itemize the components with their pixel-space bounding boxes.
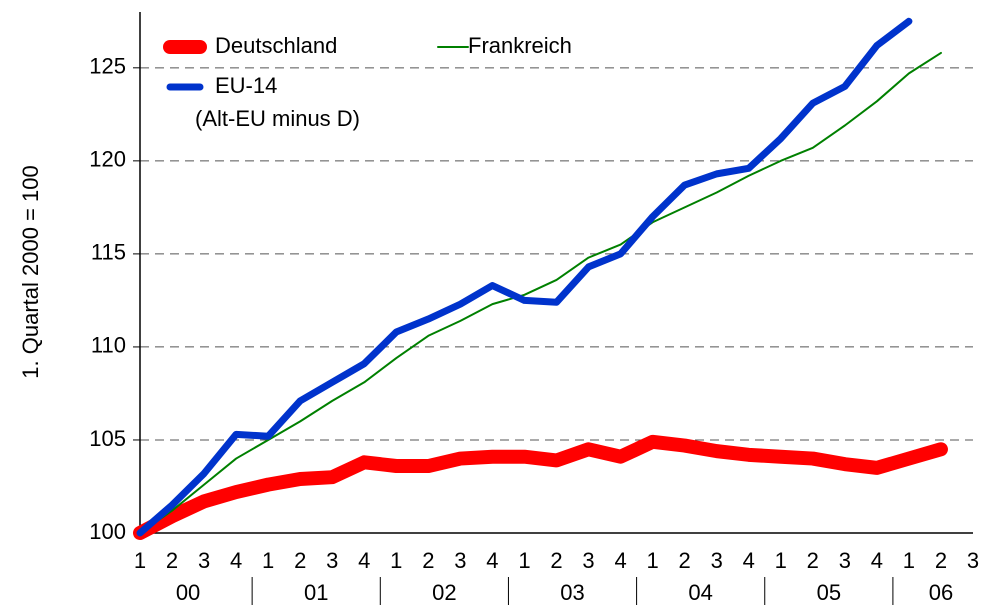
x-group-label: 03 [560,580,584,605]
x-tick-label: 3 [454,548,466,573]
x-tick-label: 2 [807,548,819,573]
x-group-label: 00 [176,580,200,605]
series-line [136,17,913,537]
legend-label: Deutschland [215,33,337,58]
x-tick-label: 1 [134,548,146,573]
x-tick-label: 2 [935,548,947,573]
x-tick-label: 1 [518,548,530,573]
x-tick-label: 3 [711,548,723,573]
x-tick-label: 4 [358,548,370,573]
y-tick-label: 115 [91,240,126,265]
x-tick-label: 3 [582,548,594,573]
legend-label: EU-14 [215,73,277,98]
x-tick-label: 1 [646,548,658,573]
x-tick-label: 4 [743,548,755,573]
x-tick-label: 1 [390,548,402,573]
x-group-label: 06 [929,580,953,605]
x-group-label: 01 [304,580,328,605]
x-tick-label: 4 [486,548,498,573]
y-tick-label: 105 [89,426,126,451]
legend-label: Frankreich [468,33,572,58]
x-tick-label: 2 [166,548,178,573]
x-group-label: 02 [432,580,456,605]
x-tick-label: 4 [230,548,242,573]
x-tick-label: 1 [903,548,915,573]
x-group-label: 05 [817,580,841,605]
x-tick-label: 2 [294,548,306,573]
x-tick-label: 3 [326,548,338,573]
series-line [133,434,948,540]
x-tick-label: 3 [198,548,210,573]
x-tick-label: 4 [871,548,883,573]
x-tick-label: 3 [839,548,851,573]
y-tick-label: 100 [89,519,126,544]
x-tick-label: 1 [775,548,787,573]
legend-note: (Alt-EU minus D) [195,106,360,131]
y-axis-label: 1. Quartal 2000 = 100 [18,165,43,378]
x-tick-label: 2 [422,548,434,573]
x-tick-label: 3 [967,548,979,573]
y-tick-label: 120 [89,147,126,172]
x-tick-label: 1 [262,548,274,573]
y-tick-label: 110 [91,333,126,358]
x-tick-label: 2 [550,548,562,573]
series-line [139,51,942,534]
x-tick-label: 4 [614,548,626,573]
y-tick-label: 125 [89,54,126,79]
x-tick-label: 2 [679,548,691,573]
x-group-label: 04 [688,580,712,605]
